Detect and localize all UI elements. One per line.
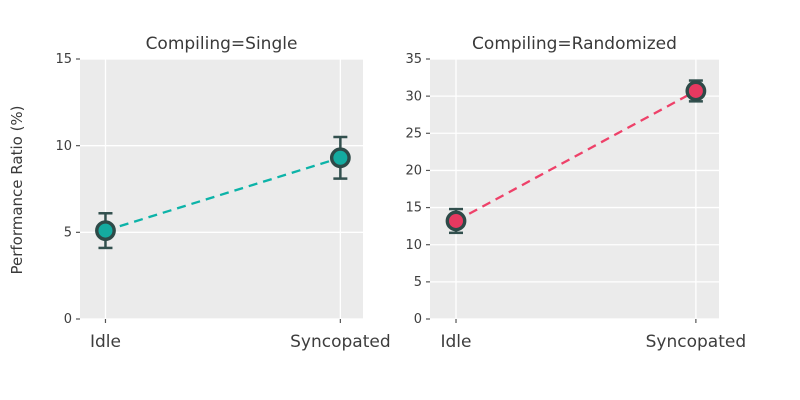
y-tick-label: 5 xyxy=(64,225,72,240)
panel-title-randomized: Compiling=Randomized xyxy=(472,34,677,54)
panel-title-single: Compiling=Single xyxy=(145,34,298,54)
y-tick-label: 10 xyxy=(55,139,72,154)
y-tick-label: 20 xyxy=(405,164,422,179)
y-tick-label: 25 xyxy=(405,126,422,141)
data-point-marker xyxy=(685,80,707,102)
y-tick-label: 5 xyxy=(414,275,422,290)
x-tick-label: Syncopated xyxy=(646,332,747,352)
panel-background xyxy=(430,59,719,319)
data-point-marker xyxy=(445,210,467,232)
y-tick-label: 0 xyxy=(414,312,422,327)
y-axis-label: Performance Ratio (%) xyxy=(8,105,26,275)
data-point-marker xyxy=(329,147,351,169)
x-tick-label: Idle xyxy=(441,332,472,352)
x-tick-label: Syncopated xyxy=(290,332,391,352)
trend-line xyxy=(455,89,697,222)
panel-background xyxy=(80,59,363,319)
y-tick-label: 30 xyxy=(405,89,422,104)
data-point-marker xyxy=(95,220,116,242)
x-tick-label: Idle xyxy=(90,332,121,352)
y-tick-label: 15 xyxy=(405,201,422,216)
y-tick-label: 0 xyxy=(64,312,72,327)
y-tick-label: 10 xyxy=(405,238,422,253)
y-tick-label: 15 xyxy=(55,52,72,67)
trend-line xyxy=(105,156,341,232)
y-tick-label: 35 xyxy=(405,52,422,67)
